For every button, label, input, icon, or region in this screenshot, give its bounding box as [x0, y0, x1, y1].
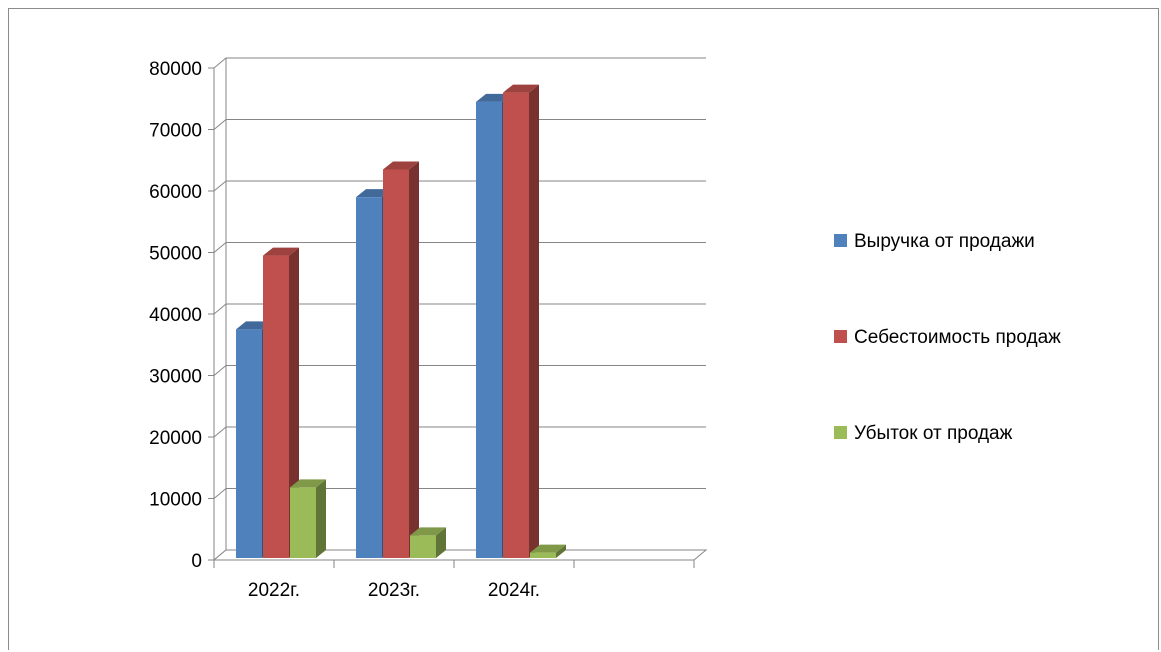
bar-front [383, 169, 409, 558]
bar-top [263, 247, 299, 256]
gridline [213, 242, 706, 253]
y-tick-label: 50000 [149, 244, 202, 265]
gridline [213, 426, 706, 438]
y-tick-label: 60000 [149, 182, 202, 203]
x-tick-label: 2024г. [488, 580, 540, 601]
bar-front [236, 329, 262, 558]
bar-front [503, 92, 529, 558]
bars [236, 84, 566, 558]
bar-side [556, 544, 566, 558]
legend-label: Выручка от продажи [854, 231, 1035, 252]
legend-item: Себестоимость продаж [834, 327, 1061, 348]
bar [503, 84, 539, 558]
chart-frame [8, 8, 1159, 650]
y-tick-label: 70000 [149, 121, 202, 142]
legend-swatch [834, 234, 847, 247]
bar-side [529, 84, 539, 558]
floor [212, 549, 708, 561]
gridline [213, 303, 706, 315]
y-tick-label: 30000 [149, 367, 202, 388]
y-tick-label: 0 [191, 551, 202, 572]
bar [383, 161, 419, 558]
bar-front [530, 552, 556, 558]
legend-swatch [834, 330, 847, 343]
y-axis-tick-labels: 0 10000 20000 30000 40000 50000 60000 70000 8000… [149, 59, 202, 572]
bar-top [383, 161, 419, 170]
bar-top [503, 84, 539, 93]
gridlines [208, 57, 706, 561]
bar-side [409, 161, 419, 558]
chart-floor [212, 549, 708, 561]
bar-front [476, 101, 502, 558]
gridline [213, 57, 706, 69]
bar-top [530, 544, 566, 553]
gridline [213, 119, 706, 130]
bar [410, 527, 446, 558]
bar-front [356, 197, 382, 558]
bar [290, 479, 326, 558]
x-tick-label: 2023г. [368, 580, 420, 601]
legend-item: Убыток от продаж [834, 423, 1013, 444]
bar-top [290, 479, 326, 488]
y-tick-label: 40000 [149, 305, 202, 326]
gridline [213, 488, 706, 499]
y-tick-label: 20000 [149, 428, 202, 449]
legend-label: Себестоимость продаж [854, 327, 1061, 348]
legend-swatch [834, 426, 847, 439]
y-tick-label: 10000 [149, 490, 202, 511]
legend: Выручка от продажи Себестоимость продаж Уб… [834, 231, 1061, 444]
bar-side [316, 479, 326, 558]
bar-front [290, 487, 316, 558]
gridline [213, 180, 706, 192]
x-tick-label: 2022г. [248, 580, 300, 601]
y-tick-label: 80000 [149, 59, 202, 80]
bar-front [410, 535, 436, 558]
bar-top [410, 527, 446, 536]
bar [530, 544, 566, 558]
bar-side [289, 247, 299, 558]
legend-item: Выручка от продажи [834, 231, 1035, 252]
legend-label: Убыток от продаж [854, 423, 1013, 444]
x-axis-tick-labels: 2022г. 2023г. 2024г. [213, 560, 695, 601]
gridline [213, 365, 706, 376]
bar-side [436, 527, 446, 558]
bar [263, 247, 299, 558]
bar-front [263, 255, 289, 558]
